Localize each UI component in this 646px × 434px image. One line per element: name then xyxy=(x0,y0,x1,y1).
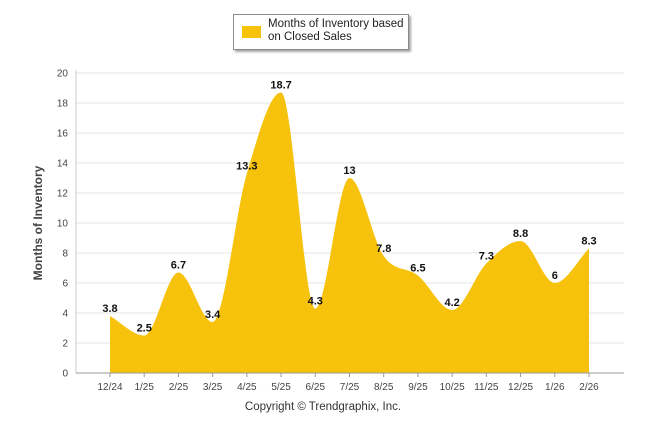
y-tick-label: 2 xyxy=(62,339,68,350)
legend-swatch xyxy=(242,26,261,38)
y-tick-label: 0 xyxy=(62,369,68,380)
x-axis-ticks: 12/24 1/25 2/25 3/25 4/25 5/25 6/25 7/25 8/25 9/2… xyxy=(97,373,599,393)
data-label: 3.8 xyxy=(102,303,117,315)
y-tick-label: 10 xyxy=(57,219,69,230)
y-axis-label: Months of Inventory xyxy=(31,165,45,280)
copyright-text: Copyright © Trendgraphix, Inc. xyxy=(244,401,402,413)
x-tick-label: 12/24 xyxy=(97,382,122,393)
y-tick-label: 6 xyxy=(62,279,68,290)
data-label: 3.4 xyxy=(205,309,221,321)
y-tick-label: 4 xyxy=(62,309,68,320)
data-label: 7.3 xyxy=(479,251,494,263)
legend-label-line1: Months of Inventory based xyxy=(268,18,404,30)
data-label: 8.8 xyxy=(513,228,528,240)
y-axis-ticks: 0 2 4 6 8 10 12 14 16 18 20 xyxy=(57,69,69,380)
x-tick-label: 6/25 xyxy=(306,382,326,393)
x-tick-label: 9/25 xyxy=(408,382,428,393)
legend-label-line2: on Closed Sales xyxy=(268,31,352,43)
data-label: 18.7 xyxy=(270,80,291,92)
x-tick-label: 3/25 xyxy=(203,382,223,393)
data-label: 4.2 xyxy=(444,297,459,309)
y-tick-label: 14 xyxy=(57,159,69,170)
data-labels: 3.8 2.5 6.7 3.4 13.3 18.7 4.3 13 7.8 6.5 4.2 7.3 8.8… xyxy=(102,80,596,335)
y-tick-label: 12 xyxy=(57,189,69,200)
data-label: 6.7 xyxy=(171,260,186,272)
x-tick-label: 2/26 xyxy=(579,382,599,393)
data-label: 13.3 xyxy=(236,161,257,173)
x-tick-label: 2/25 xyxy=(169,382,189,393)
legend-label: Months of Inventory based on Closed Sale… xyxy=(268,18,408,44)
data-label: 6 xyxy=(552,270,558,282)
data-label: 6.5 xyxy=(410,263,425,275)
y-tick-label: 8 xyxy=(62,249,68,260)
x-tick-label: 1/25 xyxy=(134,382,154,393)
y-tick-label: 18 xyxy=(57,99,69,110)
y-tick-label: 20 xyxy=(57,69,69,80)
data-label: 13 xyxy=(343,165,355,177)
data-label: 7.8 xyxy=(376,243,391,255)
legend: Months of Inventory based on Closed Sale… xyxy=(233,14,409,50)
x-tick-label: 1/26 xyxy=(545,382,565,393)
data-label: 2.5 xyxy=(137,323,152,335)
x-tick-label: 5/25 xyxy=(271,382,291,393)
x-tick-label: 7/25 xyxy=(340,382,360,393)
y-tick-label: 16 xyxy=(57,129,69,140)
data-label: 8.3 xyxy=(581,236,596,248)
x-tick-label: 8/25 xyxy=(374,382,394,393)
inventory-area xyxy=(110,92,589,373)
x-tick-label: 12/25 xyxy=(508,382,533,393)
x-tick-label: 11/25 xyxy=(474,382,499,393)
data-label: 4.3 xyxy=(308,296,323,308)
x-tick-label: 10/25 xyxy=(440,382,465,393)
x-tick-label: 4/25 xyxy=(237,382,257,393)
